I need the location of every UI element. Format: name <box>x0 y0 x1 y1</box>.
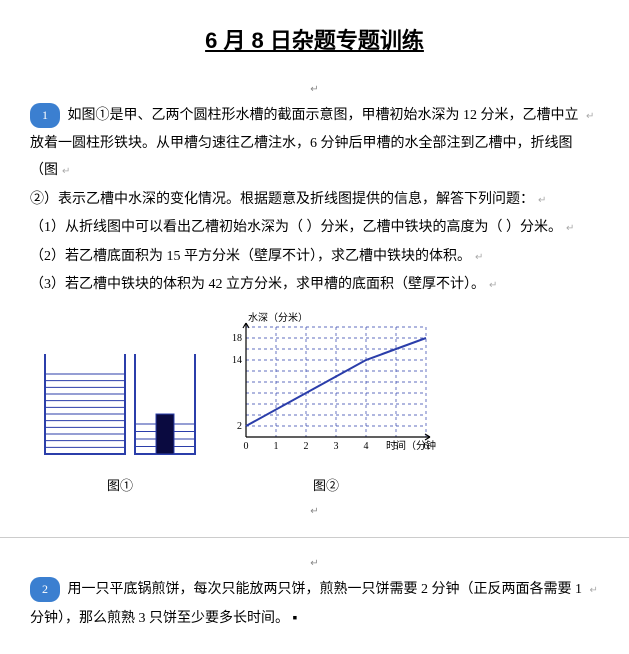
svg-text:时间（分钟）: 时间（分钟） <box>386 439 436 452</box>
return-mark-3: ↵ <box>30 554 599 573</box>
q2-badge: 2 <box>30 577 60 602</box>
svg-text:2: 2 <box>304 441 309 452</box>
figures-row: 图① 012345621418水深（分米）时间（分钟） 图② <box>30 309 599 498</box>
svg-text:水深（分米）: 水深（分米） <box>248 311 308 324</box>
end-square-icon <box>293 611 304 626</box>
figure-2: 012345621418水深（分米）时间（分钟） 图② <box>216 309 436 498</box>
q1-line6: （3）若乙槽中铁块的体积为 42 立方分米，求甲槽的底面积（壁厚不计）。 <box>30 272 599 299</box>
q1-line3: ②）表示乙槽中水深的变化情况。根据题意及折线图提供的信息，解答下列问题： <box>30 187 599 214</box>
svg-text:2: 2 <box>237 421 242 432</box>
q1-text1: 如图①是甲、乙两个圆柱形水槽的截面示意图，甲槽初始水深为 12 分米，乙槽中立 <box>68 108 579 123</box>
return-mark-2: ↵ <box>30 502 599 521</box>
svg-text:1: 1 <box>274 441 279 452</box>
q2-line1: 2 用一只平底锅煎饼，每次只能放两只饼，煎熟一只饼需要 2 分钟（正反两面各需要… <box>30 577 599 604</box>
svg-text:4: 4 <box>364 441 369 452</box>
q1-badge: 1 <box>30 103 60 128</box>
return-mark: ↵ <box>30 80 599 99</box>
svg-text:18: 18 <box>232 333 242 344</box>
figure-1-caption: 图① <box>40 474 200 499</box>
svg-text:3: 3 <box>334 441 339 452</box>
divider <box>0 537 629 538</box>
q2-text2: 分钟），那么煎熟 3 只饼至少要多长时间。 <box>30 611 289 626</box>
q2-line2: 分钟），那么煎熟 3 只饼至少要多长时间。 <box>30 606 599 633</box>
q1-line5: （2）若乙槽底面积为 15 平方分米（壁厚不计），求乙槽中铁块的体积。 <box>30 244 599 271</box>
q2-text1: 用一只平底锅煎饼，每次只能放两只饼，煎熟一只饼需要 2 分钟（正反两面各需要 1 <box>68 582 583 597</box>
figure-2-caption: 图② <box>216 474 436 499</box>
svg-text:14: 14 <box>232 355 242 366</box>
svg-text:0: 0 <box>244 441 249 452</box>
q1-line1: 1 如图①是甲、乙两个圆柱形水槽的截面示意图，甲槽初始水深为 12 分米，乙槽中… <box>30 103 599 130</box>
q1-line4: （1）从折线图中可以看出乙槽初始水深为（ ）分米，乙槽中铁块的高度为（ ）分米。 <box>30 215 599 242</box>
q1-line2: 放着一圆柱形铁块。从甲槽匀速往乙槽注水，6 分钟后甲槽的水全部注到乙槽中，折线图… <box>30 131 599 184</box>
page-title: 6 月 8 日杂题专题训练 <box>30 20 599 62</box>
figure-2-svg: 012345621418水深（分米）时间（分钟） <box>216 309 436 459</box>
figure-1: 图① <box>40 349 200 498</box>
figure-1-svg <box>40 349 200 459</box>
